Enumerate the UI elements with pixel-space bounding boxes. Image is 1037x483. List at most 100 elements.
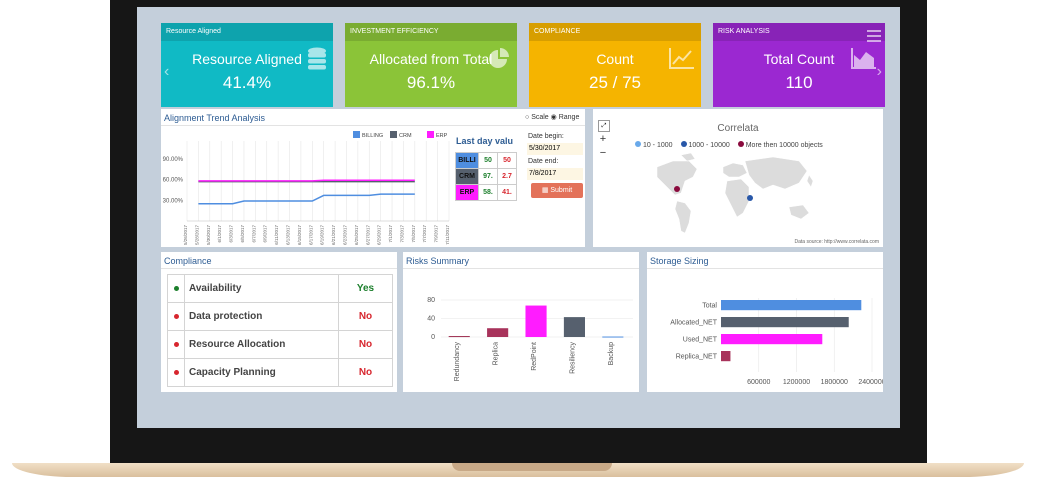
x-tick-label: 6/29/2017 [377,225,382,246]
x-tick-label: 6/17/2017 [308,225,313,246]
x-tick-label: 6/7/2017 [251,225,256,243]
compliance-name: Data protection [184,302,339,331]
map-legend-item[interactable]: More then 10000 objects [737,141,823,149]
dashboard-screen: Resource Aligned Resource Aligned 41.4% … [137,7,900,428]
x-tick-label: 5/30/2017 [206,225,211,246]
y-tick-label: 60.00% [163,178,184,184]
kpi-header: INVESTMENT EFFICIENCY [345,23,517,41]
bar-allocated-net[interactable] [721,317,849,328]
bar-redpoint[interactable] [525,305,547,337]
bar-resiliency[interactable] [563,317,585,337]
x-tick-label: 7/3/2017 [399,225,404,243]
map-legend-item[interactable]: 10 - 1000 [635,141,673,149]
x-tick-label: 5/26/2017 [183,225,188,246]
map-title: Correlata [717,123,759,134]
last-day-row: CRM 97. 2.7 [455,168,517,185]
panel-title: Storage Sizing [647,252,883,269]
series-line-erp[interactable] [198,179,415,182]
bar-total[interactable] [721,300,862,311]
kpi-label: Allocated from Total [369,51,493,67]
compliance-name: Availability [184,274,339,303]
x-tick-label: 6/9/2017 [263,225,268,243]
panel-title: Risks Summary [403,252,639,269]
legend-swatch[interactable] [353,131,360,138]
last-day-value-a: 97. [478,168,498,185]
zoom-out-button[interactable]: − [599,147,607,159]
date-end-input[interactable]: 7/8/2017 [527,168,583,180]
legend-label: More then 10000 objects [745,142,823,149]
compliance-status: No [338,330,393,359]
legend-swatch[interactable] [390,131,397,138]
last-day-table: BILLI 50 50 CRM 97. 2.7 ERP 58. 41. [455,152,517,201]
risks-bar-chart: 0 40 80 Redundancy Replica RedPoint Resiliency… [427,297,633,382]
status-dot [173,286,179,291]
radio-range[interactable]: ◉ [550,114,559,121]
fullscreen-icon[interactable]: ⤢ [598,120,610,132]
scale-range-toggle[interactable]: ○ Scale ◉ Range [525,113,579,121]
menu-icon[interactable] [867,29,881,47]
bar-backup[interactable] [602,336,624,338]
x-tick-label: 6/25/2017 [354,225,359,246]
x-tick-label: 6/13/2017 [286,225,291,246]
legend-dot [680,141,687,147]
radio-scale[interactable]: ○ [525,114,532,121]
last-day-name: ERP [455,184,479,201]
date-begin-input[interactable]: 5/30/2017 [527,143,583,155]
panel-title: Alignment Trend Analysis [161,109,585,126]
x-tick-label: 7/1/2017 [388,225,393,243]
legend-label: 1000 - 10000 [688,142,730,149]
map-marker-large[interactable] [674,186,680,192]
date-begin-label: Date begin: [528,133,564,140]
world-map [656,152,814,234]
kpi-label: Count [596,51,634,67]
calendar-icon: ▦ [541,187,551,194]
legend-dot [737,141,744,147]
bar-replica-net[interactable] [721,351,731,362]
map-marker-medium[interactable] [747,195,753,201]
kpi-compliance[interactable]: COMPLIANCE Count 25 / 75 [529,23,701,107]
laptop-notch [452,463,612,471]
compliance-status: No [338,358,393,387]
carousel-prev-icon[interactable]: ‹ [164,63,170,80]
x-tick-label: 6/27/2017 [365,225,370,246]
map-source[interactable]: Data source: http://www.correlata.com [794,239,879,245]
y-tick-label: Allocated_NET [670,320,717,327]
series-line-billing[interactable] [198,193,415,205]
legend-label[interactable]: BILLING [362,133,383,139]
compliance-row: Resource Allocation No [167,330,393,359]
carousel-next-icon[interactable]: › [876,63,882,80]
alignment-trend-panel: Alignment Trend Analysis ○ Scale ◉ Range… [161,109,585,247]
legend-label[interactable]: ERP [436,133,448,139]
x-tick-label: Backup [608,342,615,365]
last-day-value-a: 50 [478,152,498,169]
legend-swatch[interactable] [427,131,434,138]
kpi-investment-efficiency[interactable]: INVESTMENT EFFICIENCY Allocated from Tot… [345,23,517,107]
last-day-value-b: 41. [497,184,517,201]
legend-label[interactable]: CRM [399,133,412,139]
trend-line-chart: 90.00% 60.00% 30.00% 5/26/2017 5/28/2017 5/30… [163,131,450,246]
status-dot [173,370,179,375]
x-tick-label: 600000 [747,379,770,386]
kpi-risk-analysis[interactable]: RISK ANALYSIS Total Count 110 › [713,23,885,107]
kpi-resource-aligned[interactable]: Resource Aligned Resource Aligned 41.4% … [161,23,333,107]
submit-label: Submit [550,187,573,194]
bar-used-net[interactable] [721,334,823,345]
submit-button[interactable]: ▦ Submit [531,183,583,198]
legend-dot [635,141,641,147]
map-legend-item[interactable]: 1000 - 10000 [680,141,730,149]
compliance-status: No [338,302,393,331]
kpi-value: 110 [785,73,813,92]
x-tick-label: Redundancy [454,342,461,382]
compliance-name: Capacity Planning [184,358,339,387]
status-dot-cell [167,274,185,303]
kpi-label: Resource Aligned [192,51,302,67]
y-tick-label: 0 [431,334,435,341]
last-day-title: Last day valu [456,136,514,146]
bar-replica[interactable] [487,328,509,337]
last-day-row: ERP 58. 41. [455,184,517,201]
bar-redundancy[interactable] [448,336,470,338]
zoom-in-button[interactable]: + [599,133,607,145]
line-chart-icon [669,47,695,75]
range-label: Range [558,114,580,121]
x-tick-label: 7/11/2017 [445,225,450,245]
